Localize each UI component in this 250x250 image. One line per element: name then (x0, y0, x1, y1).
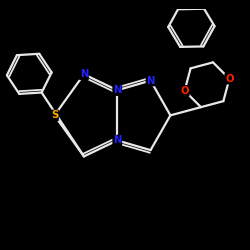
Text: N: N (146, 76, 155, 86)
Text: O: O (225, 74, 234, 84)
Text: N: N (113, 136, 122, 145)
Text: O: O (180, 86, 189, 96)
Text: N: N (80, 69, 88, 79)
Text: N: N (113, 85, 122, 95)
Text: S: S (51, 110, 58, 120)
